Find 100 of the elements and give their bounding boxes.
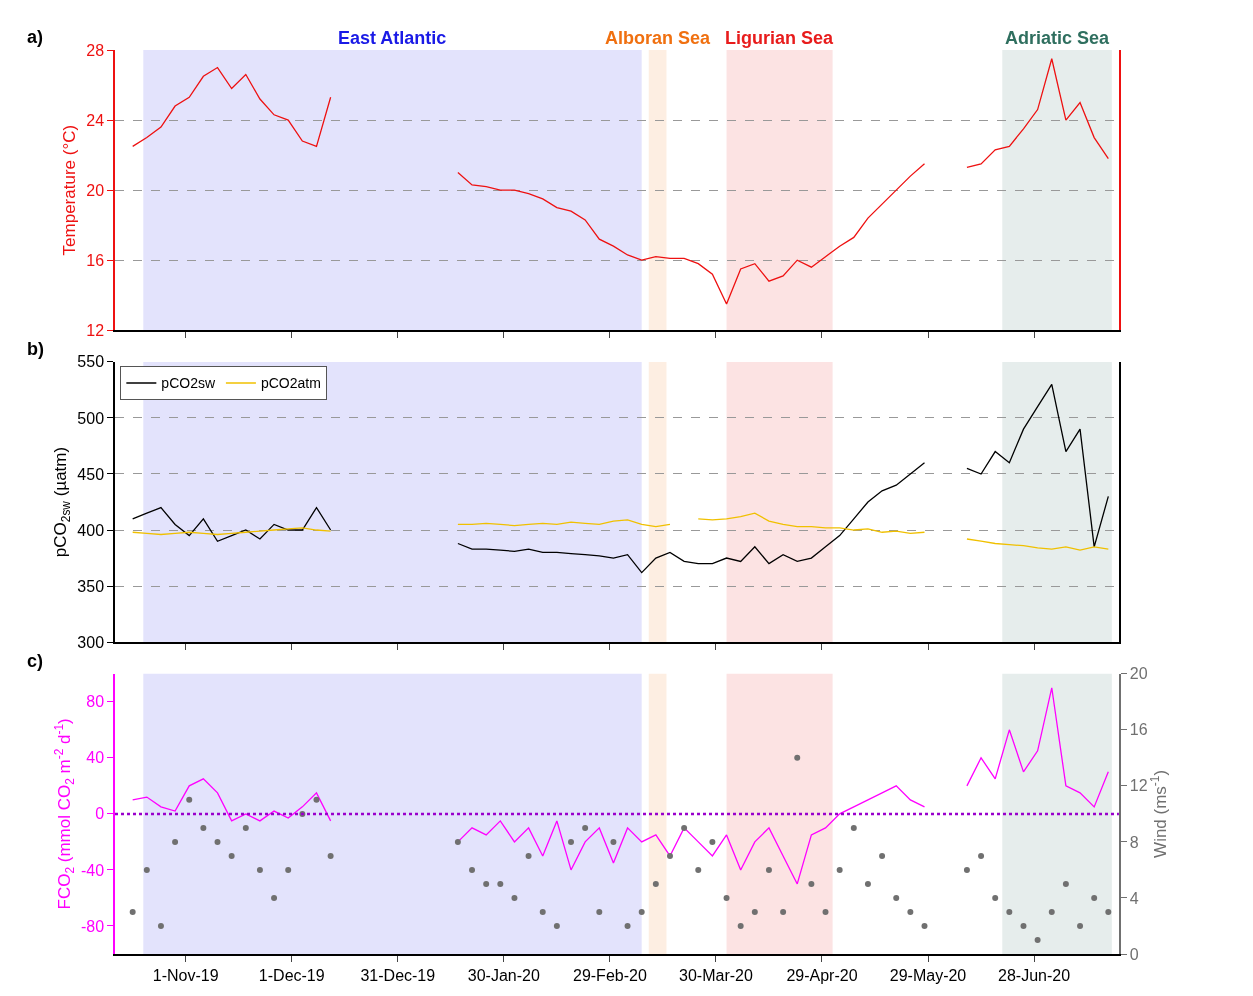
y-tick-label: 12 — [86, 321, 105, 339]
point — [992, 894, 999, 901]
point — [624, 922, 631, 929]
text: b) — [27, 339, 44, 359]
point — [214, 838, 221, 845]
y-tick-label: 24 — [86, 111, 105, 129]
point — [157, 922, 164, 929]
point — [327, 852, 334, 859]
y-tick-label: 28 — [86, 41, 105, 59]
band-label: Alboran Sea — [605, 28, 712, 48]
point — [1034, 936, 1041, 943]
point — [709, 838, 716, 845]
x-tick-label: 29-May-20 — [889, 966, 967, 984]
y-tick-label: 300 — [77, 633, 105, 651]
y2-tick-label: 20 — [1129, 665, 1148, 683]
x-tick-label: 1-Dec-19 — [258, 966, 325, 984]
point — [723, 894, 730, 901]
point — [285, 866, 292, 873]
point — [1077, 922, 1084, 929]
legend-label: pCO2atm — [260, 375, 321, 392]
y2-tick-label: 0 — [1129, 945, 1139, 963]
point — [1091, 894, 1098, 901]
x-tick-label: 28-Jun-20 — [998, 966, 1071, 984]
point — [1006, 908, 1013, 915]
point — [483, 880, 490, 887]
point — [596, 908, 603, 915]
point — [313, 796, 320, 803]
point — [172, 838, 179, 845]
point — [666, 852, 673, 859]
y-tick-label: -40 — [80, 861, 105, 879]
point — [271, 894, 278, 901]
point — [808, 880, 815, 887]
point — [525, 852, 532, 859]
x-tick-label: 29-Apr-20 — [786, 966, 858, 984]
point — [610, 838, 617, 845]
y-tick-label: -80 — [80, 917, 105, 935]
point — [907, 908, 914, 915]
point — [469, 866, 476, 873]
y2-tick-label: 12 — [1129, 777, 1148, 795]
x-tick-label: 31-Dec-19 — [360, 966, 436, 984]
point — [511, 894, 518, 901]
y-tick-label: 40 — [86, 749, 105, 767]
y-tick-label: 450 — [77, 465, 105, 483]
y-tick-label: 400 — [77, 521, 105, 539]
text: c) — [27, 651, 44, 671]
y-tick-label: 80 — [86, 693, 105, 711]
x-tick-label: 30-Jan-20 — [467, 966, 540, 984]
point — [129, 908, 136, 915]
point — [1062, 880, 1069, 887]
point — [497, 880, 504, 887]
point — [256, 866, 263, 873]
point — [454, 838, 461, 845]
point — [568, 838, 575, 845]
point — [553, 922, 560, 929]
point — [681, 824, 688, 831]
point — [794, 754, 801, 761]
point — [695, 866, 702, 873]
legend-label: pCO2sw — [161, 375, 216, 392]
y2-tick-label: 4 — [1129, 889, 1139, 907]
y-tick-label: 20 — [86, 181, 105, 199]
point — [228, 852, 235, 859]
point — [539, 908, 546, 915]
band-label: East Atlantic — [338, 28, 447, 48]
point — [1020, 922, 1027, 929]
point — [582, 824, 589, 831]
x-tick-label: 30-Mar-20 — [679, 966, 753, 984]
y-tick-label: 550 — [77, 353, 105, 371]
point — [200, 824, 207, 831]
point — [186, 796, 193, 803]
point — [879, 852, 886, 859]
point — [921, 922, 928, 929]
x-tick-label: 1-Nov-19 — [152, 966, 219, 984]
point — [143, 866, 150, 873]
y-tick-label: 350 — [77, 577, 105, 595]
point — [963, 866, 970, 873]
y-tick-label: 500 — [77, 409, 105, 427]
x-tick-label: 29-Feb-20 — [572, 966, 647, 984]
point — [1048, 908, 1055, 915]
point — [978, 852, 985, 859]
text: a) — [27, 27, 44, 47]
point — [893, 894, 900, 901]
point — [836, 866, 843, 873]
point — [638, 908, 645, 915]
y2-tick-label: 16 — [1129, 721, 1148, 739]
point — [1105, 908, 1112, 915]
y-axis-title: Temperature (°C) — [60, 124, 80, 256]
point — [864, 880, 871, 887]
point — [780, 908, 787, 915]
point — [751, 908, 758, 915]
point — [652, 880, 659, 887]
point — [737, 922, 744, 929]
point — [822, 908, 829, 915]
y-tick-label: 0 — [95, 805, 105, 823]
point — [850, 824, 857, 831]
band-label: Adriatic Sea — [1005, 28, 1111, 48]
point — [765, 866, 772, 873]
point — [242, 824, 249, 831]
y2-tick-label: 8 — [1129, 833, 1139, 851]
y-tick-label: 16 — [86, 251, 105, 269]
band-label: Ligurian Sea — [725, 28, 835, 48]
